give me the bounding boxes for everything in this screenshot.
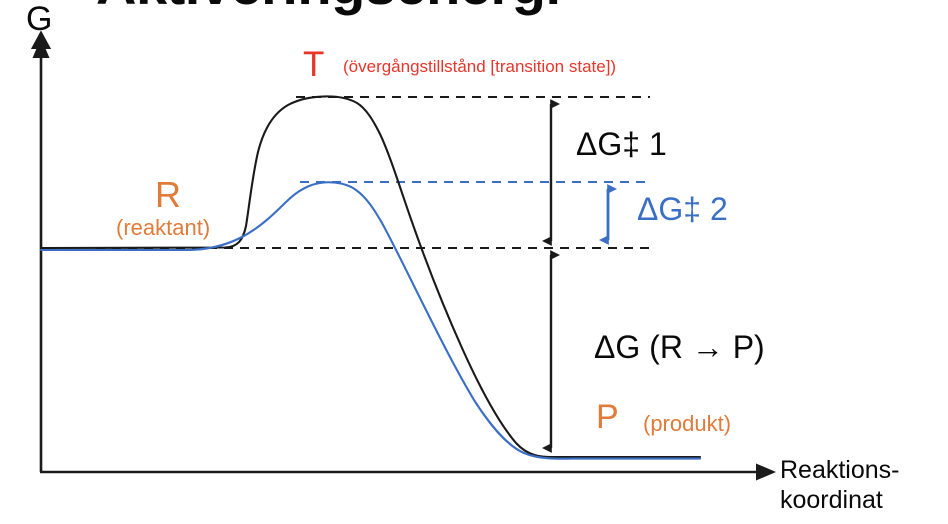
level-lines bbox=[96, 96, 650, 249]
slide-title: Aktiveringsenergi bbox=[96, 0, 561, 15]
delta-g-1-label: ΔG‡ 1 bbox=[576, 126, 667, 162]
x-axis-arrowhead bbox=[756, 463, 776, 481]
x-axis-label-line2: koordinat bbox=[780, 485, 883, 514]
y-axis-label: G bbox=[26, 0, 53, 38]
delta-g-reaction-label: ΔG (R → P) bbox=[594, 329, 765, 365]
measure-arrows bbox=[542, 99, 617, 453]
transition-state-description: (övergångstillstånd [transition state]) bbox=[343, 57, 617, 76]
reactant-description: (reaktant) bbox=[116, 215, 211, 240]
product-description: (produkt) bbox=[643, 411, 732, 436]
reactant-label: R bbox=[155, 174, 181, 215]
curve-uncatalysed bbox=[39, 95, 702, 459]
delta-g-2-label: ΔG‡ 2 bbox=[637, 191, 728, 227]
x-axis-label: Reaktions-koordinat bbox=[780, 456, 900, 515]
y-axis-arrowhead bbox=[32, 38, 50, 58]
transition-state-label: T bbox=[303, 45, 325, 84]
product-label: P bbox=[596, 398, 619, 436]
axis-group bbox=[30, 30, 776, 481]
curve-group bbox=[39, 95, 702, 460]
x-axis-label-line1: Reaktions- bbox=[780, 456, 900, 484]
curve-catalysed bbox=[39, 181, 702, 460]
